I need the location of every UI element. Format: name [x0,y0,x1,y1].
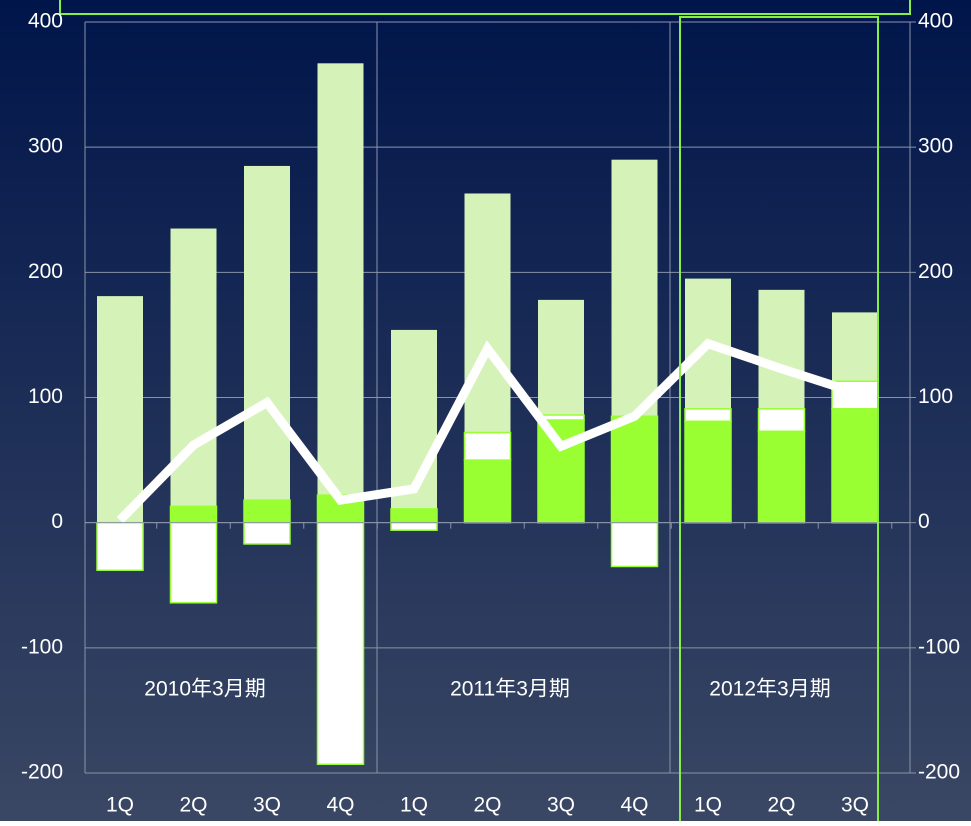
y2-tick-label: 300 [918,135,953,158]
bar [757,430,806,524]
y2-tick-label: 100 [918,385,953,408]
bar [390,508,438,524]
bar [243,521,291,545]
x-tick-label: 3Q [253,794,281,817]
bar [610,415,659,524]
bar [684,420,732,524]
y2-tick-label: 400 [918,10,953,33]
group-label: 2012年3月期 [709,678,830,701]
x-tick-label: 2Q [179,794,207,817]
y-tick-label: 0 [51,510,63,533]
y-tick-label: 100 [28,385,63,408]
bar [390,521,438,531]
y-tick-label: -200 [21,761,63,784]
y2-tick-label: -200 [918,761,960,784]
x-tick-label: 2Q [473,794,501,817]
x-tick-label: 2Q [767,794,795,817]
y-tick-label: 400 [28,10,63,33]
bar [97,296,143,523]
x-tick-label: 4Q [620,794,648,817]
y2-tick-label: -100 [918,635,960,658]
bar [610,521,659,568]
bar [170,228,217,523]
bar [757,408,806,433]
group-label: 2010年3月期 [144,678,265,701]
y-tick-label: -100 [21,635,63,658]
highlight-frame [679,16,879,826]
y-tick-label: 200 [28,260,63,283]
x-tick-label: 1Q [106,794,134,817]
x-tick-label: 4Q [326,794,354,817]
y2-tick-label: 0 [918,510,930,533]
bar [463,431,512,461]
bar [463,459,512,524]
bar [96,521,144,571]
bar [243,499,291,524]
top-frame [59,0,911,15]
group-label: 2011年3月期 [450,678,570,701]
bar [317,63,364,523]
x-tick-label: 3Q [841,794,869,817]
bar [316,521,365,765]
x-tick-label: 1Q [694,794,722,817]
line [116,338,857,524]
y-tick-label: 300 [28,135,63,158]
bar [684,408,732,423]
bar [244,165,290,523]
y2-tick-label: 200 [918,260,953,283]
bar [169,505,218,524]
bar [831,408,879,524]
x-tick-label: 3Q [547,794,575,817]
bar [169,521,218,604]
x-tick-label: 1Q [400,794,428,817]
